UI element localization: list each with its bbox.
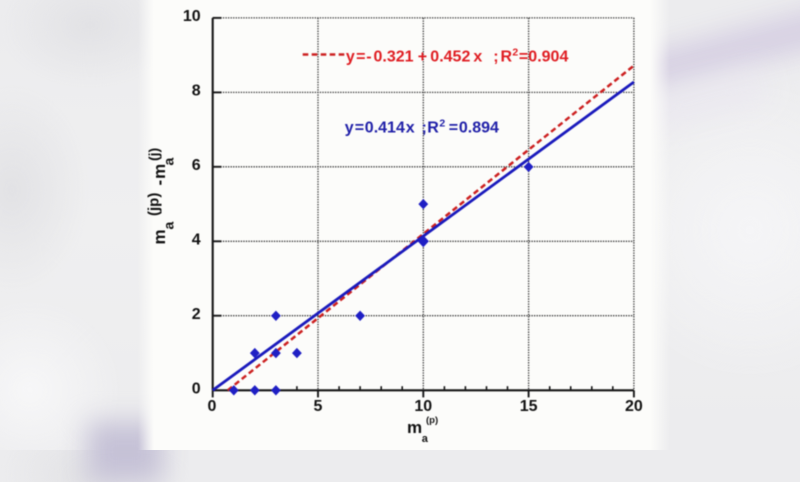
svg-text:10: 10 bbox=[414, 398, 432, 415]
svg-text:ma(jp)-ma(j): ma(jp)-ma(j) bbox=[146, 148, 177, 245]
svg-text:2: 2 bbox=[192, 306, 201, 323]
svg-text:0: 0 bbox=[192, 381, 201, 398]
svg-text:0: 0 bbox=[208, 398, 217, 415]
svg-text:8: 8 bbox=[192, 83, 201, 100]
svg-text:20: 20 bbox=[625, 398, 643, 415]
svg-text:6: 6 bbox=[192, 157, 201, 174]
svg-text:10: 10 bbox=[183, 8, 201, 25]
svg-text:y=0.414x;R2=0.894: y=0.414x ;R2 =0.894 bbox=[345, 117, 499, 136]
svg-text:15: 15 bbox=[520, 398, 538, 415]
svg-text:4: 4 bbox=[192, 232, 201, 249]
svg-text:5: 5 bbox=[314, 398, 323, 415]
svg-text:ma(p): ma(p) bbox=[407, 415, 438, 445]
